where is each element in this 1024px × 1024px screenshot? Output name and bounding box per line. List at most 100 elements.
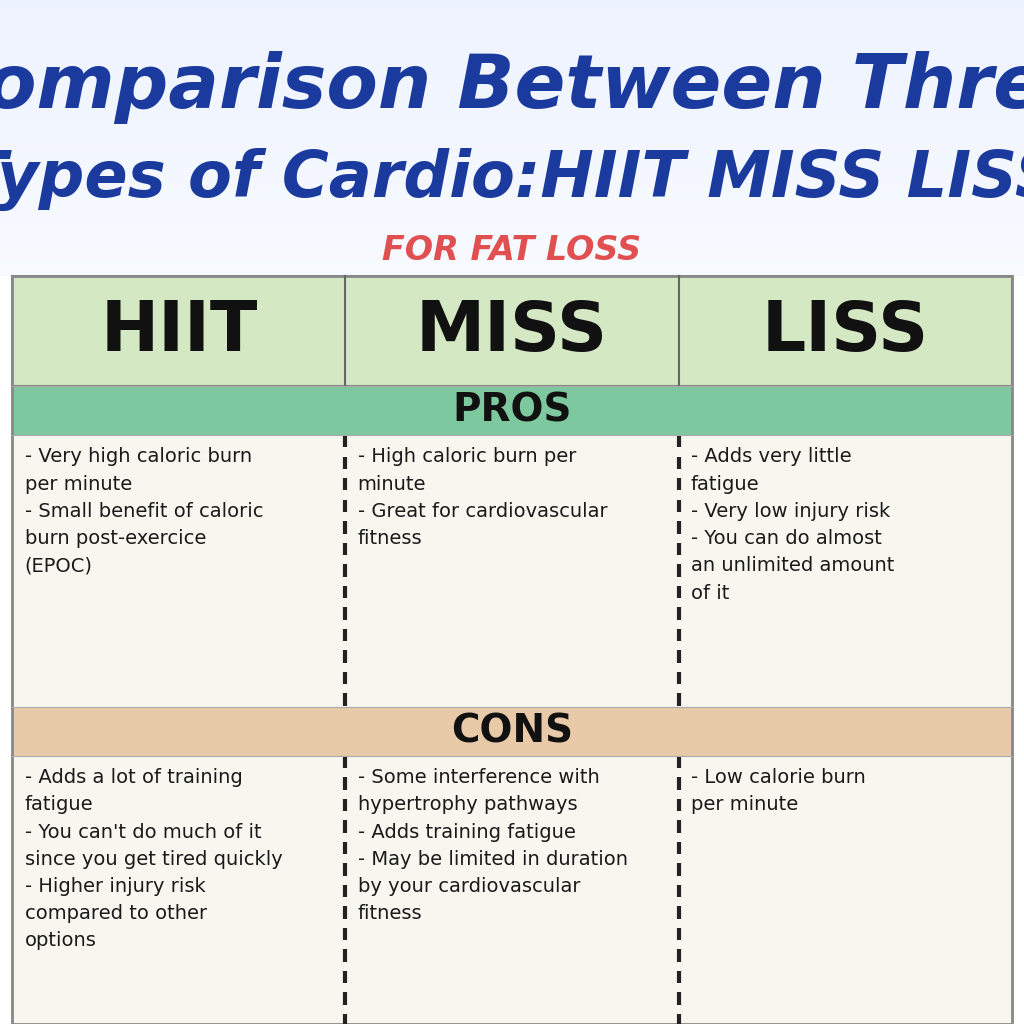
Bar xyxy=(0,14,1024,15)
Bar xyxy=(0,129,1024,130)
Bar xyxy=(0,7,1024,8)
Bar xyxy=(0,92,1024,94)
Bar xyxy=(0,201,1024,202)
Bar xyxy=(0,133,1024,134)
Bar xyxy=(0,178,1024,180)
Bar xyxy=(0,115,1024,116)
Bar xyxy=(0,62,1024,63)
Bar xyxy=(0,102,1024,103)
Bar xyxy=(0,78,1024,79)
Bar xyxy=(0,11,1024,12)
Bar xyxy=(0,83,1024,84)
Bar xyxy=(0,138,1024,139)
Bar xyxy=(0,244,1024,245)
Bar xyxy=(0,101,1024,102)
Bar xyxy=(0,155,1024,157)
Bar xyxy=(0,273,1024,275)
Bar xyxy=(0,80,1024,82)
Bar xyxy=(0,162,1024,163)
Bar xyxy=(0,197,1024,198)
Bar xyxy=(0,165,1024,166)
Bar xyxy=(0,0,1024,1)
Bar xyxy=(0,169,1024,170)
Bar xyxy=(0,65,1024,67)
Bar xyxy=(0,159,1024,161)
Bar xyxy=(0,59,1024,60)
Bar xyxy=(0,217,1024,218)
Bar xyxy=(0,28,1024,29)
Bar xyxy=(0,135,1024,137)
Bar xyxy=(0,154,1024,155)
Bar xyxy=(0,98,1024,99)
Bar xyxy=(0,236,1024,237)
Bar xyxy=(12,435,1012,707)
Bar xyxy=(0,1,1024,3)
Bar xyxy=(0,257,1024,258)
Bar xyxy=(0,207,1024,209)
Bar xyxy=(0,177,1024,178)
Bar xyxy=(0,122,1024,123)
Bar xyxy=(0,50,1024,51)
Bar xyxy=(0,173,1024,174)
Bar xyxy=(0,226,1024,228)
Bar xyxy=(0,150,1024,151)
Bar xyxy=(0,90,1024,91)
Bar xyxy=(0,56,1024,58)
Text: - Low calorie burn
per minute: - Low calorie burn per minute xyxy=(691,768,865,814)
Bar xyxy=(0,246,1024,248)
Bar xyxy=(0,184,1024,185)
Bar xyxy=(0,47,1024,48)
Bar xyxy=(0,39,1024,40)
Bar xyxy=(0,94,1024,95)
Bar xyxy=(0,20,1024,23)
Bar xyxy=(0,79,1024,80)
Bar xyxy=(0,15,1024,16)
Bar xyxy=(0,230,1024,232)
Bar xyxy=(0,127,1024,129)
Bar xyxy=(0,29,1024,31)
Text: Types of Cardio:HIIT MISS LISS: Types of Cardio:HIIT MISS LISS xyxy=(0,147,1024,211)
Bar xyxy=(12,756,1012,1024)
Bar xyxy=(0,72,1024,74)
Bar xyxy=(0,23,1024,24)
Bar xyxy=(0,189,1024,190)
Bar xyxy=(0,116,1024,118)
Bar xyxy=(0,48,1024,50)
Bar xyxy=(0,110,1024,111)
Bar xyxy=(0,3,1024,4)
Bar xyxy=(12,276,1012,1024)
Bar xyxy=(0,27,1024,28)
Text: Comparison Between Three: Comparison Between Three xyxy=(0,50,1024,124)
Bar xyxy=(0,174,1024,175)
Bar xyxy=(0,103,1024,105)
Bar xyxy=(0,139,1024,141)
Bar xyxy=(0,58,1024,59)
Bar xyxy=(0,245,1024,246)
Bar xyxy=(0,33,1024,35)
Text: CONS: CONS xyxy=(451,712,573,751)
Bar xyxy=(0,108,1024,110)
Bar xyxy=(0,37,1024,39)
Bar xyxy=(0,119,1024,120)
Bar xyxy=(0,249,1024,250)
Bar xyxy=(0,238,1024,240)
Bar xyxy=(0,229,1024,230)
Bar xyxy=(0,181,1024,182)
Bar xyxy=(0,224,1024,225)
Bar xyxy=(0,163,1024,165)
Bar xyxy=(0,91,1024,92)
Bar xyxy=(0,70,1024,71)
Text: - Adds very little
fatigue
- Very low injury risk
- You can do almost
an unlimit: - Adds very little fatigue - Very low in… xyxy=(691,447,894,603)
Bar xyxy=(0,134,1024,135)
Bar xyxy=(0,44,1024,46)
Bar xyxy=(0,35,1024,36)
Bar xyxy=(0,41,1024,43)
Bar xyxy=(0,268,1024,269)
Bar xyxy=(0,9,1024,11)
Bar xyxy=(0,130,1024,131)
Bar xyxy=(0,43,1024,44)
Bar xyxy=(0,60,1024,62)
Bar xyxy=(0,233,1024,236)
Bar xyxy=(0,67,1024,68)
Bar xyxy=(0,18,1024,19)
